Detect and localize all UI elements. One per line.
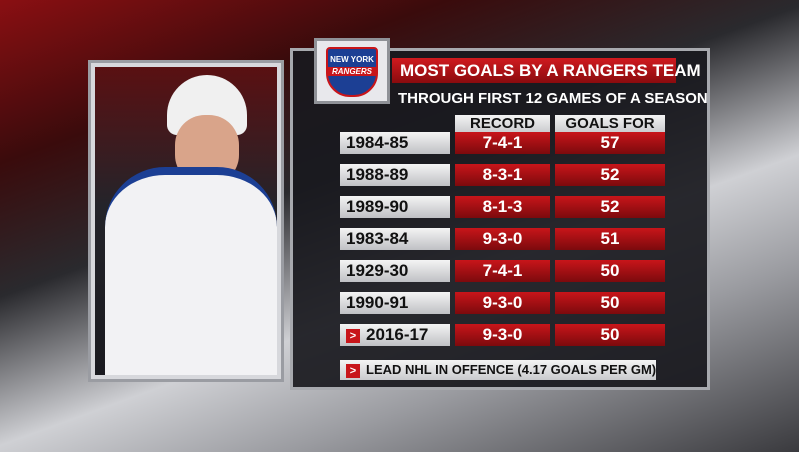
season-label: 1988-89 <box>346 165 409 184</box>
logo-text: NEW YORK <box>330 55 374 64</box>
player-jersey <box>105 167 277 375</box>
season-label: 1984-85 <box>346 133 409 152</box>
season-cell: 1988-89 <box>340 164 450 186</box>
title-bar: MOST GOALS BY A RANGERS TEAM <box>392 58 701 83</box>
record-cell: 8-1-3 <box>455 196 550 218</box>
logo-text: RANGERS <box>328 67 376 76</box>
season-cell: 1929-30 <box>340 260 450 282</box>
goals-cell: 57 <box>555 132 665 154</box>
goals-cell: 50 <box>555 260 665 282</box>
logo-box: NEW YORK RANGERS <box>314 38 390 104</box>
season-cell: 1989-90 <box>340 196 450 218</box>
column-header: RECORD <box>455 115 550 133</box>
record-cell: 9-3-0 <box>455 292 550 314</box>
season-cell: 1990-91 <box>340 292 450 314</box>
season-label: 2016-17 <box>366 325 429 344</box>
column-header: GOALS FOR <box>555 115 665 133</box>
record-cell: 8-3-1 <box>455 164 550 186</box>
footer-note: LEAD NHL IN OFFENCE (4.17 GOALS PER GM) <box>366 362 657 377</box>
season-cell: 1983-84 <box>340 228 450 250</box>
record-cell: 7-4-1 <box>455 132 550 154</box>
record-cell: 9-3-0 <box>455 228 550 250</box>
photo <box>95 67 277 375</box>
goals-cell: 50 <box>555 292 665 314</box>
goals-cell: 51 <box>555 228 665 250</box>
season-label: 1990-91 <box>346 293 409 312</box>
chevron-icon: > <box>346 328 360 343</box>
record-cell: 7-4-1 <box>455 260 550 282</box>
season-cell: 1984-85 <box>340 132 450 154</box>
goals-cell: 52 <box>555 164 665 186</box>
record-cell: 9-3-0 <box>455 324 550 346</box>
season-label: 1929-30 <box>346 261 409 280</box>
season-label: 1989-90 <box>346 197 409 216</box>
season-label: 1983-84 <box>346 229 409 248</box>
season-cell: >2016-17 <box>340 324 450 346</box>
logo-shield: NEW YORK RANGERS <box>326 47 378 97</box>
footer-bar: > LEAD NHL IN OFFENCE (4.17 GOALS PER GM) <box>340 360 656 380</box>
goals-cell: 50 <box>555 324 665 346</box>
photo-frame <box>88 60 284 382</box>
goals-cell: 52 <box>555 196 665 218</box>
chevron-icon: > <box>346 363 360 378</box>
subtitle: THROUGH FIRST 12 GAMES OF A SEASON <box>398 90 708 107</box>
